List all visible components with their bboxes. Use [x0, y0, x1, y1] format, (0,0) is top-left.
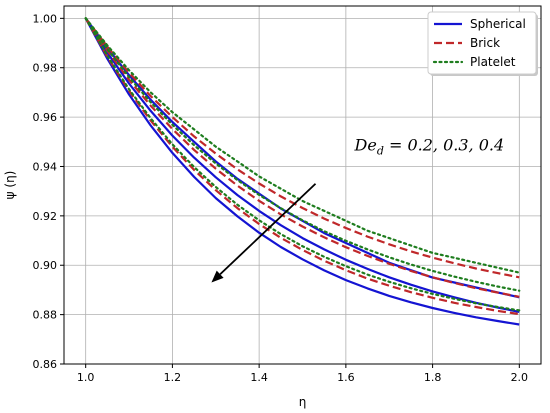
- series-line-platelet: [84, 17, 521, 274]
- y-tick-label: 0.88: [33, 309, 58, 322]
- grid-lines: [64, 6, 541, 365]
- y-tick-label: 0.90: [33, 259, 58, 272]
- annotation-base: De: [354, 135, 377, 154]
- y-tick-label: 0.96: [33, 111, 58, 124]
- arrow-head: [211, 270, 224, 283]
- x-tick-label: 1.6: [337, 371, 355, 384]
- series-line-platelet: [84, 17, 521, 312]
- series-line-brick: [84, 17, 520, 279]
- trend-arrow: [211, 183, 317, 283]
- x-tick-label: 1.8: [424, 371, 442, 384]
- y-axis-label: ψ (η): [3, 171, 17, 200]
- legend: Spherical Brick Platelet: [427, 11, 538, 76]
- y-tick-label: 0.92: [33, 210, 58, 223]
- series-line-brick: [84, 17, 520, 298]
- x-tick-label: 1.0: [77, 371, 95, 384]
- legend-label-spherical: Spherical: [470, 17, 526, 31]
- x-tick-label: 1.2: [164, 371, 182, 384]
- series-line-spherical: [84, 17, 520, 326]
- series-lines: [84, 17, 521, 326]
- legend-label-platelet: Platelet: [470, 55, 516, 69]
- y-tick-label: 0.94: [33, 160, 58, 173]
- legend-box: [427, 11, 537, 75]
- y-tick-label: 0.86: [33, 358, 58, 371]
- axis-ticks: 1.0 1.2 1.4 1.6 1.8 2.0 0.86 0.88 0.90 0.92 0.94 0.…: [33, 12, 529, 384]
- series-line-brick: [84, 17, 520, 316]
- series-line-spherical: [84, 17, 520, 313]
- series-line-platelet: [84, 17, 521, 292]
- annotation-subscript: d: [377, 144, 384, 157]
- annotation-rest: = 0.2, 0.3, 0.4: [384, 135, 504, 154]
- parameter-annotation: Ded = 0.2, 0.3, 0.4: [354, 135, 505, 157]
- x-axis-label: η: [299, 395, 307, 409]
- x-tick-label: 2.0: [511, 371, 529, 384]
- y-tick-label: 0.98: [33, 62, 58, 75]
- arrow-shaft: [219, 183, 317, 275]
- x-tick-label: 1.4: [250, 371, 268, 384]
- legend-label-brick: Brick: [470, 36, 500, 50]
- plot-frame: [63, 5, 542, 365]
- y-tick-label: 1.00: [33, 12, 58, 25]
